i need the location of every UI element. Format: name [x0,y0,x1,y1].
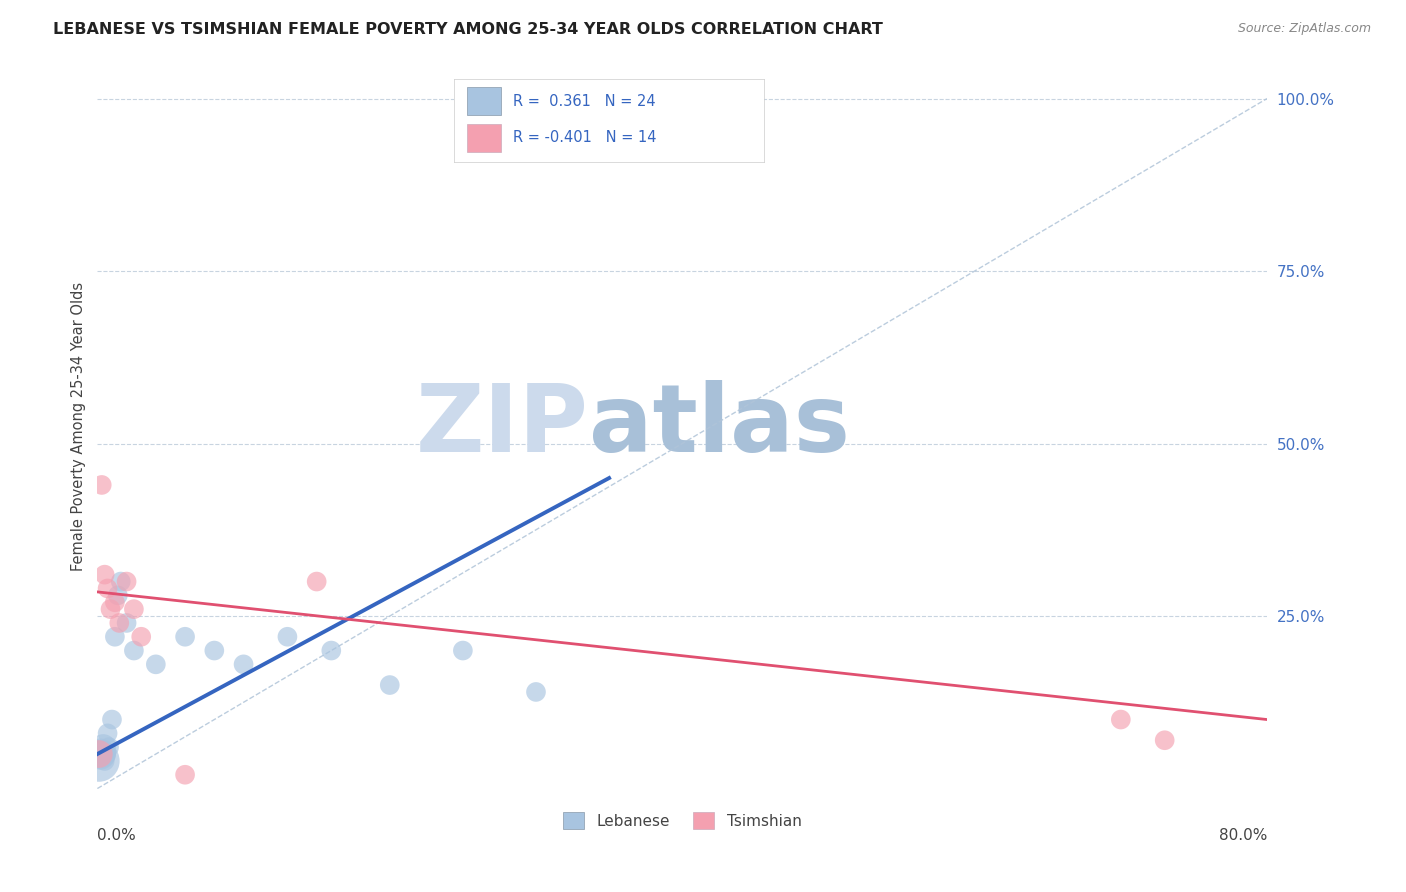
Point [321,643,343,657]
Text: Source: ZipAtlas.com: Source: ZipAtlas.com [1237,22,1371,36]
Point [93,567,115,582]
Point [232,657,254,672]
Point [90,478,112,492]
Point [104,595,127,609]
Point [174,768,197,782]
Point [122,602,145,616]
Point [202,643,225,657]
Point [524,685,547,699]
Point [110,574,132,589]
Text: atlas: atlas [589,380,849,472]
Point [104,630,127,644]
Point [1153,733,1175,747]
Point [93,754,115,768]
Point [101,713,124,727]
Point [97,726,120,740]
Point [97,582,120,596]
Point [305,574,328,589]
Point [89,747,111,761]
Point [378,678,401,692]
Point [98,740,121,755]
Point [90,747,112,761]
Y-axis label: Female Poverty Among 25-34 Year Olds: Female Poverty Among 25-34 Year Olds [72,282,86,571]
Text: LEBANESE VS TSIMSHIAN FEMALE POVERTY AMONG 25-34 YEAR OLDS CORRELATION CHART: LEBANESE VS TSIMSHIAN FEMALE POVERTY AMO… [53,22,883,37]
Point [94,747,117,761]
Point [1109,713,1132,727]
Point [174,630,197,644]
Point [122,643,145,657]
Point [129,630,152,644]
Point [108,615,131,630]
Text: 80.0%: 80.0% [1219,829,1267,844]
Text: 0.0%: 0.0% [97,829,136,844]
Point [276,630,298,644]
Point [91,740,114,755]
Point [107,588,129,602]
Text: ZIP: ZIP [416,380,589,472]
Point [87,754,110,768]
Point [115,615,138,630]
Point [467,119,489,133]
Point [451,643,474,657]
Legend: Lebanese, Tsimshian: Lebanese, Tsimshian [557,806,807,835]
Point [115,574,138,589]
Point [100,602,122,616]
Point [145,657,167,672]
Point [87,747,110,761]
